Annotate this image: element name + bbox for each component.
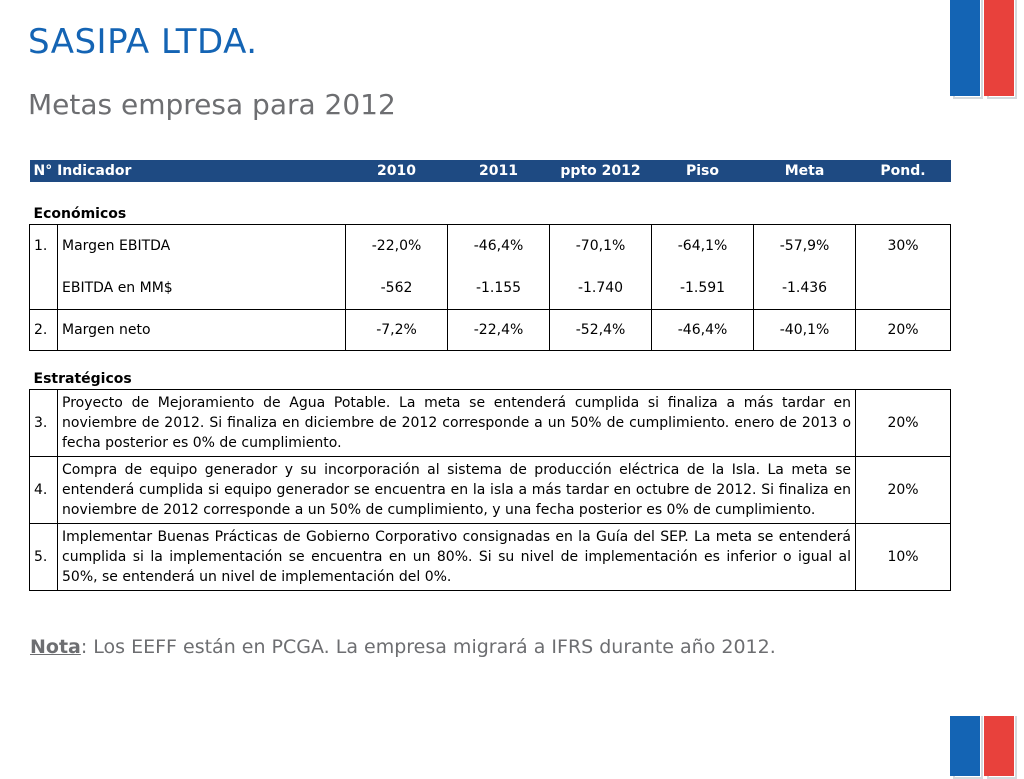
value-ppto-2012: -1.740 bbox=[549, 267, 653, 310]
value-2011: -1.155 bbox=[447, 267, 551, 310]
row-number: 5. bbox=[29, 523, 58, 591]
value-piso: -64,1% bbox=[651, 224, 755, 267]
indicator-name: Margen neto bbox=[56, 309, 347, 351]
value-pond: 20% bbox=[855, 389, 952, 457]
flag-decoration-top bbox=[950, 0, 1017, 99]
indicator-name: Margen EBITDA bbox=[56, 224, 347, 267]
value-2011: -46,4% bbox=[447, 224, 551, 267]
flag-blue-stripe bbox=[950, 0, 983, 99]
value-pond: 20% bbox=[855, 309, 952, 351]
column-header-2011: 2011 bbox=[479, 163, 518, 179]
column-header-piso: Piso bbox=[686, 163, 720, 179]
section-label: Económicos bbox=[33, 206, 127, 222]
row-number: 1. bbox=[29, 224, 58, 267]
goal-description: Compra de equipo generador y su incorpor… bbox=[56, 456, 857, 524]
value-pond: 10% bbox=[855, 523, 952, 591]
flag-decoration-bottom bbox=[950, 716, 1017, 779]
table-row: 3. Proyecto de Mejoramiento de Agua Pota… bbox=[29, 389, 952, 457]
value-2010: -22,0% bbox=[345, 224, 449, 267]
value-ppto-2012: -52,4% bbox=[549, 309, 653, 351]
value-meta: -57,9% bbox=[753, 224, 857, 267]
indicator-name: EBITDA en MM$ bbox=[56, 267, 347, 310]
value-pond bbox=[855, 267, 952, 310]
footnote-label: Nota bbox=[30, 636, 81, 658]
goal-description: Implementar Buenas Prácticas de Gobierno… bbox=[56, 523, 857, 591]
flag-blue-stripe bbox=[950, 716, 983, 779]
goals-table-container: N° Indicador 2010 2011 ppto 2012 Piso Me… bbox=[29, 160, 952, 591]
section-row-estrategicos: Estratégicos bbox=[30, 351, 951, 390]
column-header-ppto-2012: ppto 2012 bbox=[560, 163, 641, 179]
value-pond: 30% bbox=[855, 224, 952, 267]
value-piso: -46,4% bbox=[651, 309, 755, 351]
value-2010: -7,2% bbox=[345, 309, 449, 351]
value-piso: -1.591 bbox=[651, 267, 755, 310]
page-subtitle: Metas empresa para 2012 bbox=[28, 88, 396, 121]
goal-description: Proyecto de Mejoramiento de Agua Potable… bbox=[56, 389, 857, 457]
value-2010: -562 bbox=[345, 267, 449, 310]
footnote: Nota: Los EEFF están en PCGA. La empresa… bbox=[30, 636, 776, 658]
table-row: 5. Implementar Buenas Prácticas de Gobie… bbox=[29, 523, 952, 591]
value-meta: -1.436 bbox=[753, 267, 857, 310]
value-ppto-2012: -70,1% bbox=[549, 224, 653, 267]
column-header-pond: Pond. bbox=[880, 163, 926, 179]
row-number: 3. bbox=[29, 389, 58, 457]
value-pond: 20% bbox=[855, 456, 952, 524]
table-row: 2. Margen neto -7,2% -22,4% -52,4% -46,4… bbox=[29, 309, 952, 351]
table-header-row: N° Indicador 2010 2011 ppto 2012 Piso Me… bbox=[29, 160, 951, 182]
section-label: Estratégicos bbox=[33, 371, 132, 387]
table-row: EBITDA en MM$ -562 -1.155 -1.740 -1.591 … bbox=[29, 267, 952, 310]
column-header-2010: 2010 bbox=[377, 163, 416, 179]
table-row: 4. Compra de equipo generador y su incor… bbox=[29, 456, 952, 524]
footnote-text: : Los EEFF están en PCGA. La empresa mig… bbox=[80, 636, 776, 658]
column-header-indicador: N° Indicador bbox=[33, 163, 132, 179]
value-2011: -22,4% bbox=[447, 309, 551, 351]
goals-table: N° Indicador 2010 2011 ppto 2012 Piso Me… bbox=[29, 160, 952, 591]
section-row-economicos: Económicos bbox=[30, 182, 951, 225]
row-number bbox=[29, 267, 58, 310]
row-number: 4. bbox=[29, 456, 58, 524]
table-row: 1. Margen EBITDA -22,0% -46,4% -70,1% -6… bbox=[29, 224, 952, 267]
page-title: SASIPA LTDA. bbox=[28, 22, 258, 62]
row-number: 2. bbox=[29, 309, 58, 351]
value-meta: -40,1% bbox=[753, 309, 857, 351]
flag-red-stripe bbox=[984, 716, 1017, 779]
flag-red-stripe bbox=[984, 0, 1017, 99]
column-header-meta: Meta bbox=[784, 163, 825, 179]
